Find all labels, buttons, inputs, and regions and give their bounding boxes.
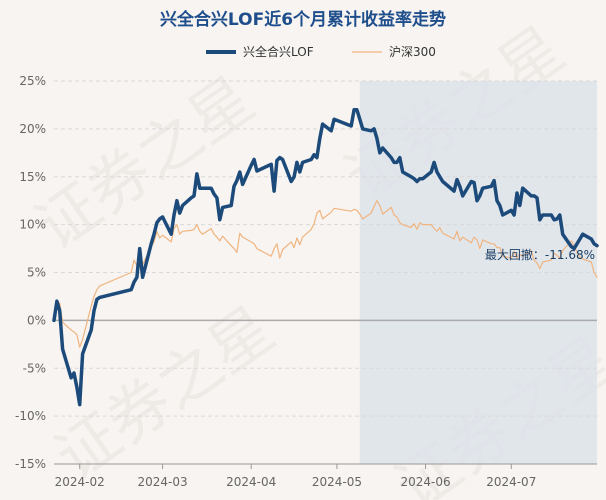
x-tick-label: 2024-06: [400, 475, 450, 489]
series-line-fund: [52, 107, 599, 407]
watermark-text: 证券之星: [22, 62, 267, 264]
y-tick-label: 20%: [19, 122, 46, 136]
x-tick-label: 2024-04: [226, 475, 276, 489]
chart-title: 兴全合兴LOF近6个月累计收益率走势: [160, 9, 446, 30]
plot-area: -15% -10% -5% 0% 5% 10% 15% 20% 25% 2024-02 2024-0…: [15, 74, 599, 489]
drawdown-label: 最大回撤：-11.68%: [485, 247, 595, 262]
y-tick-label: 25%: [19, 74, 46, 88]
y-tick-label: 5%: [27, 266, 46, 280]
y-tick-label: 0%: [27, 313, 46, 327]
y-tick-label: -5%: [23, 361, 46, 375]
x-tick-label: 2024-07: [486, 475, 536, 489]
y-tick-label: 15%: [19, 170, 46, 184]
y-tick-label: 10%: [19, 218, 46, 232]
y-tick-label: -10%: [15, 409, 46, 423]
x-tick-label: 2024-02: [55, 475, 105, 489]
legend: 兴全合兴LOF 沪深300: [206, 44, 436, 59]
y-tick-label: -15%: [15, 457, 46, 471]
series-line-index: [53, 200, 598, 348]
legend-label-index: 沪深300: [389, 45, 436, 59]
legend-label-fund: 兴全合兴LOF: [243, 44, 314, 59]
x-tick-label: 2024-03: [138, 475, 188, 489]
x-tick-label: 2024-05: [312, 475, 362, 489]
